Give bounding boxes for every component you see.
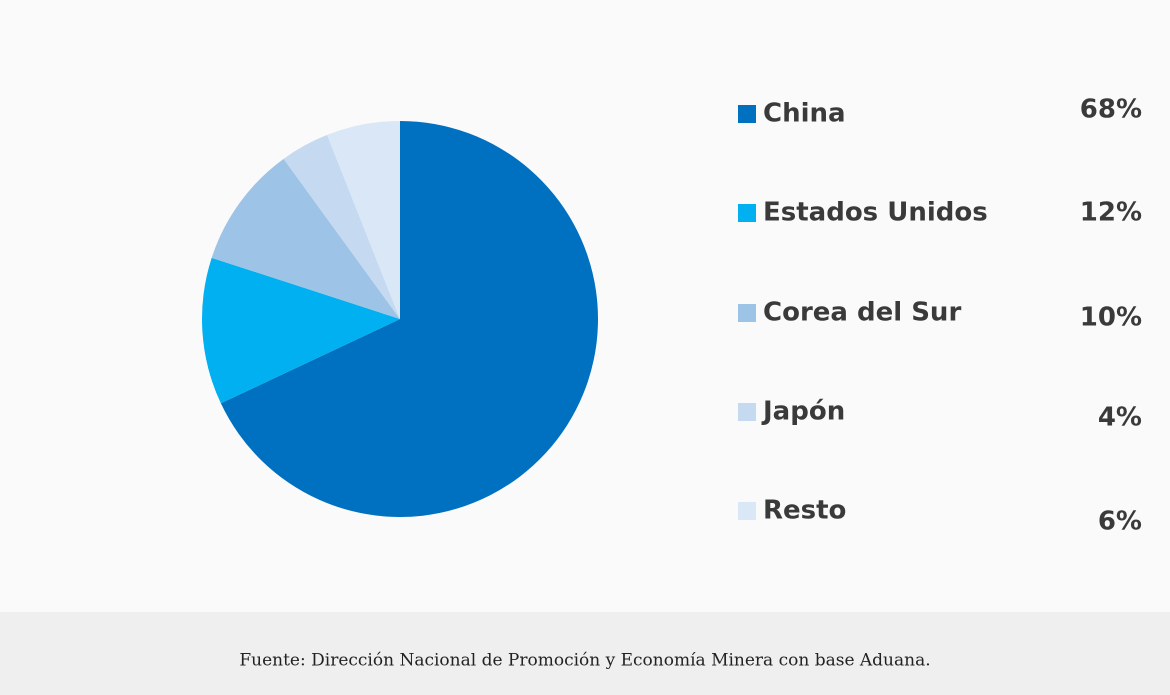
legend-swatch	[738, 105, 756, 123]
footer-background	[0, 612, 1170, 695]
pie-slice	[211, 158, 400, 319]
pie-slice	[202, 257, 400, 404]
legend-label: China	[763, 99, 846, 129]
legend-label: Estados Unidos	[763, 198, 988, 228]
pie-slice	[220, 121, 599, 517]
value-label: 68%	[1080, 95, 1142, 125]
legend-label: Resto	[763, 496, 846, 526]
value-label: 6%	[1098, 507, 1142, 537]
legend-label: Corea del Sur	[763, 298, 961, 328]
pie-slice	[283, 134, 400, 319]
value-label: 4%	[1098, 403, 1142, 433]
legend-swatch	[738, 304, 756, 322]
legend-swatch	[738, 403, 756, 421]
legend-label: Japón	[761, 397, 845, 427]
source-note: Fuente: Dirección Nacional de Promoción …	[239, 651, 930, 671]
legend-swatch	[738, 204, 756, 222]
value-label: 10%	[1080, 303, 1142, 333]
legend-swatch	[738, 502, 756, 520]
pie-slice	[327, 121, 400, 319]
value-label: 12%	[1080, 198, 1142, 228]
